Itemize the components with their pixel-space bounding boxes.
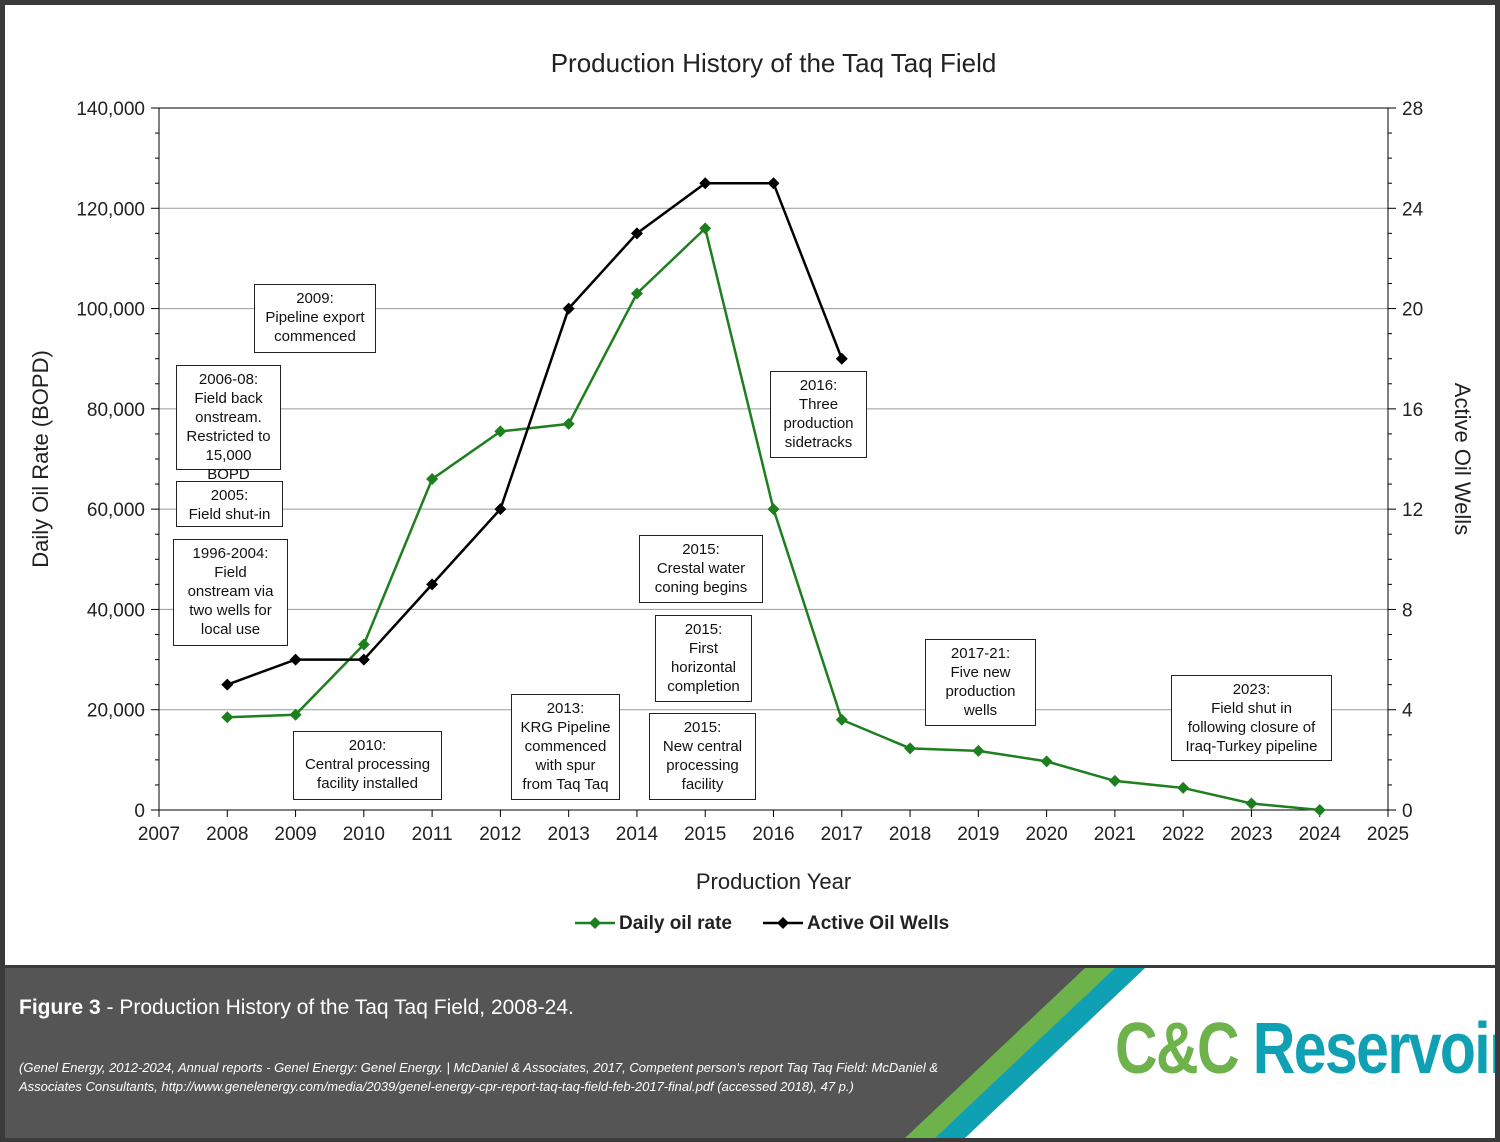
y2-tick-label: 20 <box>1402 300 1423 321</box>
x-tick-label: 2008 <box>206 824 248 845</box>
y2-tick-label: 8 <box>1402 600 1413 621</box>
x-axis-label: Production Year <box>696 869 851 894</box>
legend-swatch-marker <box>589 917 601 929</box>
chart-svg: Production History of the Taq Taq Field 0… <box>28 48 1475 934</box>
x-tick-label: 2013 <box>548 824 590 845</box>
ann-2016: 2016: Three production sidetracks <box>770 371 867 458</box>
active-wells-point <box>767 177 780 190</box>
y2-axis-label: Active Oil Wells <box>1450 383 1475 535</box>
y-tick-label: 120,000 <box>76 199 145 220</box>
oil-rate-point <box>426 473 439 486</box>
active-wells-point <box>357 653 370 666</box>
y-tick-label: 140,000 <box>76 99 145 120</box>
figure-caption: Figure 3 - Production History of the Taq… <box>19 996 574 1020</box>
active-wells-point <box>835 352 848 365</box>
y-axis-label: Daily Oil Rate (BOPD) <box>28 350 53 568</box>
x-tick-label: 2015 <box>684 824 726 845</box>
y-tick-label: 100,000 <box>76 300 145 321</box>
logo-background <box>965 968 1495 1138</box>
logo-stripes <box>905 968 1495 1138</box>
ann-1996: 1996-2004: Field onstream via two wells … <box>173 539 288 646</box>
x-tick-label: 2011 <box>412 824 453 845</box>
oil-rate-point <box>972 744 985 757</box>
ann-2009: 2009: Pipeline export commenced <box>254 284 376 353</box>
x-tick-label: 2025 <box>1367 824 1409 845</box>
x-tick-label: 2017 <box>821 824 863 845</box>
oil-rate-point <box>1177 781 1190 794</box>
chart-title: Production History of the Taq Taq Field <box>551 48 997 78</box>
x-tick-label: 2020 <box>1025 824 1067 845</box>
x-tick-label: 2021 <box>1094 824 1136 845</box>
caption-label: Figure 3 <box>19 996 101 1019</box>
ann-2023: 2023: Field shut in following closure of… <box>1171 675 1332 761</box>
active-wells-point <box>630 227 643 240</box>
logo-cc: C&C <box>1115 1009 1240 1089</box>
oil-rate-point <box>221 711 234 724</box>
oil-rate-point <box>494 425 507 438</box>
x-tick-label: 2012 <box>479 824 521 845</box>
series-line-oil-rate <box>227 225 1320 812</box>
y2-tick-label: 28 <box>1402 99 1423 120</box>
legend-swatch-marker <box>777 917 789 929</box>
caption-text: - Production History of the Taq Taq Fiel… <box>100 996 574 1019</box>
y2-tick-label: 0 <box>1402 801 1413 822</box>
x-tick-label: 2024 <box>1299 824 1342 845</box>
legend-label: Daily oil rate <box>619 913 732 934</box>
oil-rate-point <box>835 713 848 726</box>
oil-rate-point <box>289 708 302 721</box>
oil-rate-point <box>1040 755 1053 768</box>
x-tick-label: 2014 <box>616 824 659 845</box>
x-tick-label: 2010 <box>343 824 385 845</box>
active-wells-point <box>221 678 234 691</box>
chart-area: Production History of the Taq Taq Field 0… <box>5 5 1495 965</box>
plot-frame <box>158 107 1389 811</box>
y2-tick-label: 24 <box>1402 199 1424 220</box>
x-tick-label: 2018 <box>889 824 931 845</box>
oil-rate-point <box>357 638 370 651</box>
company-logo: C&C Reservoirs <box>1115 1008 1495 1090</box>
oil-rate-point <box>630 287 643 300</box>
y2-tick-label: 16 <box>1402 400 1423 421</box>
x-tick-label: 2023 <box>1230 824 1272 845</box>
series-line-active-wells <box>226 181 843 686</box>
oil-rate-point <box>767 503 780 516</box>
x-tick-label: 2009 <box>274 824 316 845</box>
logo-reservoirs: Reservoirs <box>1252 1009 1495 1089</box>
y-tick-label: 80,000 <box>87 400 145 421</box>
active-wells-point <box>426 578 439 591</box>
y2-tick-label: 12 <box>1402 500 1423 521</box>
oil-rate-point <box>699 222 712 235</box>
x-tick-label: 2022 <box>1162 824 1204 845</box>
ann-2013: 2013: KRG Pipeline commenced with spur f… <box>511 694 620 800</box>
y-tick-label: 60,000 <box>87 500 145 521</box>
ann-2015b: 2015: First horizontal completion <box>655 615 752 702</box>
active-wells-point <box>699 177 712 190</box>
oil-rate-point <box>904 742 917 755</box>
oil-rate-point <box>1245 797 1258 810</box>
ann-2010: 2010: Central processing facility instal… <box>293 731 442 800</box>
legend-label: Active Oil Wells <box>807 913 949 934</box>
x-tick-label: 2007 <box>138 824 180 845</box>
figure-footer: Figure 3 - Production History of the Taq… <box>5 968 1495 1138</box>
y-tick-label: 40,000 <box>87 600 145 621</box>
source-citation: (Genel Energy, 2012-2024, Annual reports… <box>19 1060 938 1094</box>
ann-2017: 2017-21: Five new production wells <box>925 639 1036 726</box>
y-tick-label: 20,000 <box>87 701 145 722</box>
x-tick-label: 2019 <box>957 824 999 845</box>
ann-2006: 2006-08: Field back onstream. Restricted… <box>176 365 281 483</box>
ann-2015c: 2015: New central processing facility <box>649 713 756 800</box>
oil-rate-point <box>1313 804 1326 816</box>
oil-rate-point <box>562 417 575 430</box>
x-tick-label: 2016 <box>752 824 794 845</box>
oil-rate-point <box>1108 774 1121 787</box>
active-wells-point <box>494 503 507 516</box>
ann-2015a: 2015: Crestal water coning begins <box>639 535 763 603</box>
y2-tick-label: 4 <box>1402 701 1413 722</box>
y-tick-label: 0 <box>134 801 145 822</box>
teal-stripe <box>935 968 1145 1138</box>
active-wells-point <box>289 653 302 666</box>
ann-2005: 2005: Field shut-in <box>176 481 283 527</box>
active-wells-point <box>562 302 575 315</box>
